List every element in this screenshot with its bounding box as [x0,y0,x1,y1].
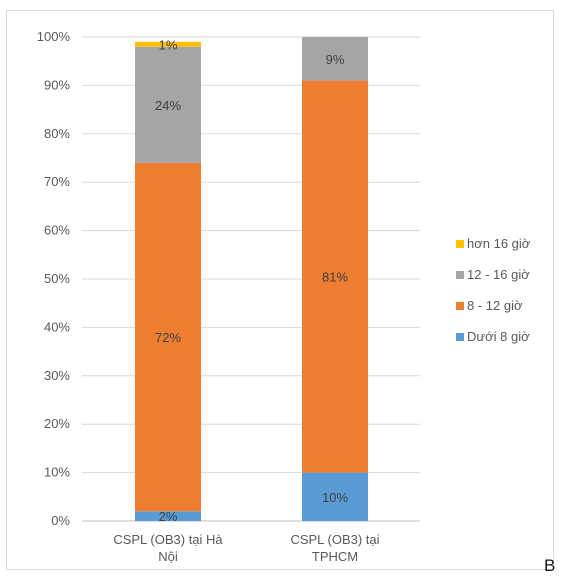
y-tick-label: 60% [44,223,70,238]
data-label: 9% [326,52,345,67]
gridlines [82,36,420,522]
bar-segment [302,472,368,521]
legend-swatch [456,271,464,279]
legend-swatch [456,240,464,248]
data-label: 24% [155,98,181,113]
y-tick-label: 20% [44,416,70,431]
chart-frame [6,10,554,570]
data-label: 10% [322,490,348,505]
y-axis-ticks: 0% 10% 20% 30% 40% 50% 60% 70% 80% 90% 100% [37,29,71,528]
bars [135,37,368,521]
bar-segment [302,80,368,473]
bar-segment [302,37,368,81]
legend: hơn 16 giờ 12 - 16 giờ 8 - 12 giờ Dưới 8 gi… [456,236,531,344]
bar-segment [135,46,201,163]
bar-segment [135,41,201,47]
y-tick-label: 10% [44,465,70,480]
category-label: Nội [158,549,178,564]
category-labels: CSPL (OB3) tại Hà Nội CSPL (OB3) tại TPHCM [113,532,379,564]
category-label: TPHCM [312,549,358,564]
y-tick-label: 0% [51,513,70,528]
y-tick-label: 80% [44,126,70,141]
legend-label: 8 - 12 giờ [467,298,523,313]
legend-swatch [456,302,464,310]
legend-swatch [456,333,464,341]
data-label: 81% [322,270,348,285]
legend-label: Dưới 8 giờ [467,329,530,344]
y-tick-label: 30% [44,368,70,383]
y-tick-label: 90% [44,77,70,92]
legend-label: 12 - 16 giờ [467,267,530,282]
y-tick-label: 70% [44,174,70,189]
bar-segment [135,511,201,521]
data-label: 72% [155,330,181,345]
legend-label: hơn 16 giờ [467,236,531,251]
y-tick-label: 50% [44,271,70,286]
bar-segment [135,162,201,512]
data-label: 1% [159,37,178,52]
data-label: 2% [159,509,178,524]
data-labels: 2% 72% 24% 1% 10% 81% 9% [155,37,348,524]
category-label: CSPL (OB3) tại [290,532,379,547]
category-label: CSPL (OB3) tại Hà [113,532,223,547]
corner-label: B [544,556,556,575]
y-tick-label: 40% [44,319,70,334]
y-tick-label: 100% [37,29,71,44]
